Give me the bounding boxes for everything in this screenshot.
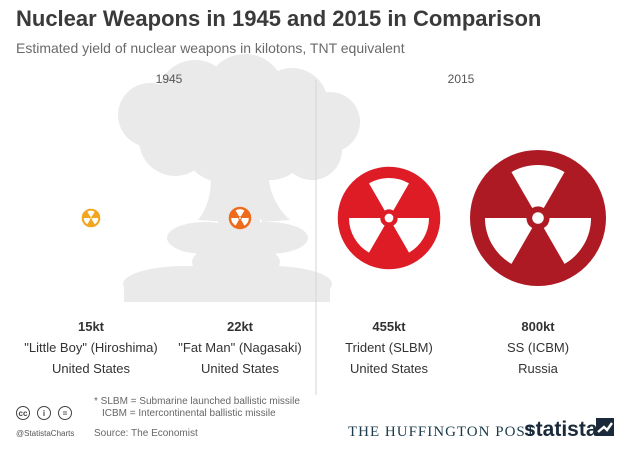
value-label: 800kt <box>521 319 555 334</box>
radiation-blade <box>231 218 240 226</box>
footnote-icbm: ICBM = Intercontinental ballistic missil… <box>102 408 276 419</box>
bubble <box>470 150 606 286</box>
group-label-1945: 1945 <box>156 72 183 86</box>
radiation-blade <box>484 218 533 264</box>
value-label: 15kt <box>78 319 105 334</box>
country-name: United States <box>52 361 131 376</box>
radiation-center <box>532 212 544 224</box>
radiation-center <box>90 217 92 219</box>
radiation-blade <box>543 218 592 264</box>
footnote-slbm: * SLBM = Submarine launched ballistic mi… <box>94 396 300 407</box>
cc-icon: cc <box>16 406 30 420</box>
item-labels: 15kt "Little Boy" (Hiroshima) United State… <box>24 319 569 376</box>
radiation-blade <box>83 218 91 225</box>
weapon-name: Trident (SLBM) <box>345 340 433 355</box>
weapon-name: SS (ICBM) <box>507 340 569 355</box>
chart-subtitle: Estimated yield of nuclear weapons in ki… <box>16 40 405 56</box>
weapon-name: "Little Boy" (Hiroshima) <box>24 340 158 355</box>
radiation-blade <box>348 218 385 253</box>
footnote: * SLBM = Submarine launched ballistic mi… <box>94 396 300 420</box>
publisher-name: The Huffington Post <box>348 424 536 440</box>
attribution-icon: i <box>37 406 51 420</box>
bubble <box>81 208 101 228</box>
statista-logo-text: statista <box>524 418 598 441</box>
radiation-blade <box>87 210 95 217</box>
bubble <box>228 206 252 230</box>
statista-handle: @StatistaCharts <box>16 429 75 438</box>
radiation-blade <box>368 177 410 211</box>
source-text: Source: The Economist <box>94 428 198 439</box>
radiation-blade <box>511 164 565 208</box>
radiation-blade <box>235 209 245 217</box>
radiation-blade <box>393 218 430 253</box>
mushroom-cloud-illustration <box>118 54 360 302</box>
radiation-center <box>239 217 241 219</box>
value-label: 455kt <box>372 319 406 334</box>
radiation-blade <box>240 218 249 226</box>
statista-logo-icon <box>596 418 614 436</box>
chart-title: Nuclear Weapons in 1945 and 2015 in Comp… <box>16 6 542 31</box>
bubble-chart: 1945 2015 15kt "Little Boy" (Hiroshima) Un… <box>24 54 606 395</box>
bubbles <box>81 150 606 286</box>
bubble <box>337 166 441 270</box>
radiation-center <box>384 213 394 223</box>
publisher-logo: The Huffington Post <box>348 424 536 441</box>
value-label: 22kt <box>227 319 254 334</box>
group-label-2015: 2015 <box>448 72 475 86</box>
radiation-blade <box>91 218 99 225</box>
country-name: Russia <box>518 361 559 376</box>
no-derivatives-icon: = <box>58 406 72 420</box>
weapon-name: "Fat Man" (Nagasaki) <box>178 340 301 355</box>
country-name: United States <box>350 361 429 376</box>
country-name: United States <box>201 361 280 376</box>
